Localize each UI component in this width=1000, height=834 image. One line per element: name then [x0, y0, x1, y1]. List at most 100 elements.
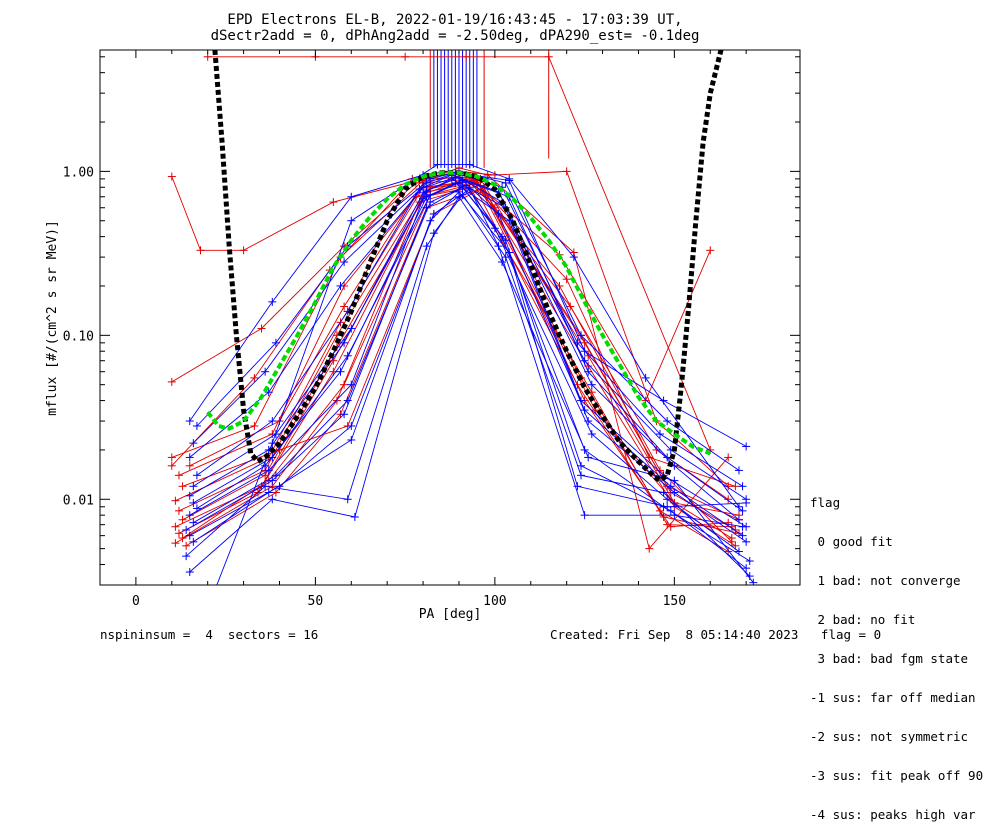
- data-point-red: [178, 515, 187, 524]
- data-point-blue: [738, 506, 747, 515]
- data-point-blue: [268, 297, 277, 306]
- data-point-red: [167, 461, 176, 470]
- data-point-blue: [189, 482, 198, 491]
- data-point-red: [340, 380, 349, 389]
- data-point-blue: [501, 178, 510, 187]
- fit-curve-green: [206, 170, 712, 456]
- data-point-blue: [192, 421, 201, 430]
- data-point-blue: [577, 461, 586, 470]
- data-point-red: [182, 541, 191, 550]
- data-point-blue: [458, 190, 467, 199]
- series-line-red: [178, 180, 736, 531]
- data-point-red: [566, 302, 575, 311]
- data-point-blue: [447, 174, 456, 183]
- data-point-blue: [336, 281, 345, 290]
- data-point-blue: [454, 178, 463, 187]
- data-point-red: [462, 52, 471, 61]
- series-line-red: [171, 170, 729, 487]
- data-point-blue: [505, 248, 514, 257]
- data-point-red: [706, 246, 715, 255]
- data-point-blue: [185, 511, 194, 520]
- data-point-blue: [340, 338, 349, 347]
- data-point-blue: [734, 502, 743, 511]
- data-point-blue: [641, 373, 650, 382]
- data-point-red: [239, 246, 248, 255]
- data-point-blue: [415, 185, 424, 194]
- data-point-blue: [580, 511, 589, 520]
- flag-legend: flag 0 good fit 1 bad: not converge 2 ba…: [810, 470, 983, 834]
- data-point-blue: [742, 498, 751, 507]
- data-point-blue: [656, 430, 664, 439]
- legend-item: -1 sus: far off median: [810, 690, 976, 705]
- data-point-blue: [663, 495, 672, 504]
- data-point-blue: [422, 203, 431, 212]
- data-point-blue: [343, 396, 352, 405]
- data-point-blue: [742, 564, 751, 573]
- data-point-red: [171, 522, 180, 531]
- legend-item: -3 sus: fit peak off 90: [810, 768, 984, 783]
- data-point-blue: [185, 453, 194, 462]
- y-tick-label: 1.00: [63, 165, 94, 180]
- legend-title: flag: [810, 495, 841, 510]
- data-point-red: [271, 488, 280, 497]
- data-point-red: [167, 453, 176, 462]
- data-point-blue: [189, 498, 198, 507]
- data-point-blue: [738, 482, 747, 491]
- data-point-blue: [501, 253, 510, 262]
- data-point-blue: [347, 192, 356, 201]
- data-point-red: [196, 246, 205, 255]
- data-point-blue: [738, 531, 747, 540]
- data-point-blue: [343, 351, 352, 360]
- data-point-red: [724, 495, 733, 504]
- data-point-red: [666, 522, 675, 531]
- data-point-blue: [663, 502, 672, 511]
- legend-item: 1 bad: not converge: [810, 573, 961, 588]
- data-point-blue: [433, 160, 442, 169]
- series-line-red: [171, 174, 711, 402]
- data-point-blue: [192, 471, 201, 480]
- data-point-blue: [670, 476, 679, 485]
- x-tick-label: 150: [663, 594, 686, 609]
- data-point-blue: [343, 495, 352, 504]
- data-point-blue: [465, 160, 474, 169]
- data-point-blue: [494, 209, 503, 218]
- data-point-red: [174, 529, 183, 538]
- data-point-blue: [350, 512, 359, 521]
- data-point-blue: [422, 242, 431, 251]
- data-point-blue: [749, 578, 758, 585]
- data-point-blue: [268, 417, 277, 426]
- data-point-red: [171, 539, 180, 548]
- data-point-red: [580, 338, 589, 347]
- data-point-red: [250, 421, 259, 430]
- data-point-red: [178, 482, 187, 491]
- data-point-red: [171, 496, 180, 505]
- data-point-blue: [458, 183, 467, 192]
- data-point-blue: [261, 461, 270, 470]
- x-tick-label: 50: [308, 594, 324, 609]
- data-point-blue: [340, 410, 349, 419]
- data-point-blue: [465, 185, 474, 194]
- legend-item: -2 sus: not symmetric: [810, 729, 969, 744]
- data-point-red: [652, 445, 661, 454]
- data-point-red: [724, 453, 733, 462]
- data-point-blue: [182, 525, 191, 534]
- data-point-blue: [268, 495, 277, 504]
- data-point-blue: [261, 367, 270, 376]
- data-point-blue: [336, 367, 345, 376]
- data-point-blue: [264, 466, 273, 475]
- y-axis-label: mflux [#/(cm^2 s sr MeV)]: [45, 220, 60, 416]
- data-point-red: [329, 198, 338, 207]
- data-point-red: [645, 453, 654, 462]
- footer-created-info: Created: Fri Sep 8 05:14:40 2023 flag = …: [550, 627, 882, 642]
- data-point-blue: [426, 216, 435, 225]
- data-point-blue: [454, 192, 463, 201]
- data-point-red: [332, 396, 341, 405]
- data-point-blue: [670, 488, 679, 497]
- data-point-red: [645, 544, 654, 553]
- series-line-red: [189, 178, 736, 487]
- data-point-blue: [185, 568, 194, 577]
- data-point-red: [167, 172, 176, 181]
- x-axis-label: PA [deg]: [419, 607, 482, 622]
- legend-item: 2 bad: no fit: [810, 612, 916, 627]
- data-point-blue: [569, 253, 578, 262]
